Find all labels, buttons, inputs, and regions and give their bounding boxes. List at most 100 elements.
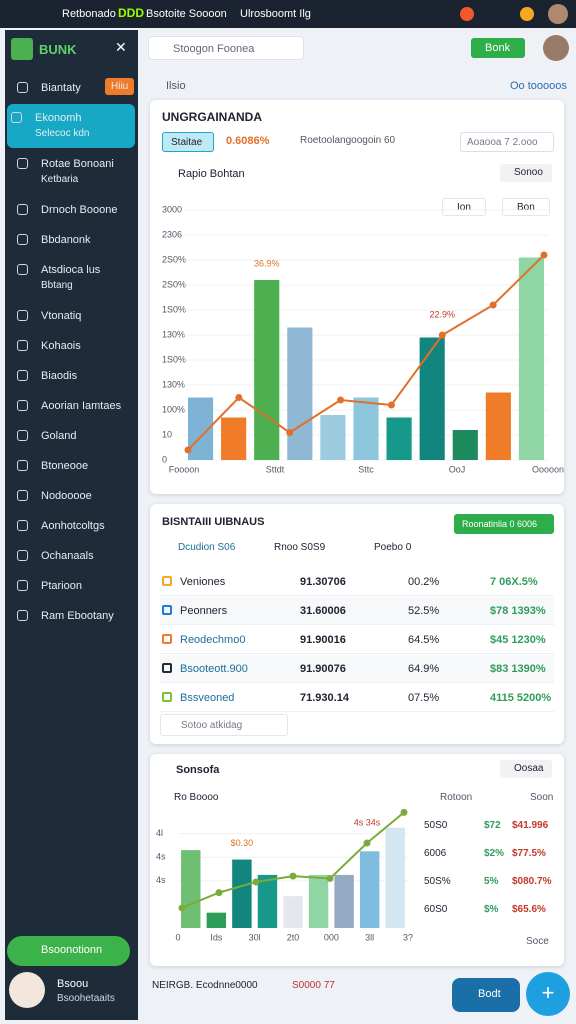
nav-item[interactable]: Ochanaals — [13, 542, 137, 570]
nav-item[interactable]: Ekonomh Selecoc kdn — [7, 104, 135, 148]
nav-icon — [17, 340, 28, 351]
legend-item: Rnoo S0S9 — [274, 542, 326, 553]
y-tick-label: 4s — [156, 875, 166, 885]
nav-item[interactable]: Nodooooe — [13, 482, 137, 510]
nav-label: Biaodis — [41, 370, 78, 382]
nav-item[interactable]: Rotae Bonoani Ketbaria — [13, 150, 137, 194]
action-button[interactable]: Bodt — [452, 978, 520, 1012]
nav-icon — [17, 82, 28, 93]
bar — [287, 327, 313, 460]
y-tick-label: 2S0% — [162, 279, 186, 289]
nav-label: Kohaois — [41, 340, 81, 352]
tab[interactable]: Staitae — [162, 132, 214, 152]
line-point — [289, 872, 297, 880]
x-tick-label: 000 — [324, 932, 339, 942]
nav-item[interactable]: Btoneooe — [13, 452, 137, 480]
card: Sonsofa Oosaa Ro Boooo 4s 4s 4l 0 Ids 30l 2t0 0… — [150, 754, 564, 966]
table-cell: Reodechmo0 — [180, 634, 246, 646]
nav-sub: Selecoc kdn — [35, 128, 90, 139]
nav-icon — [17, 310, 28, 321]
bar — [206, 912, 227, 928]
nav-sub: Bbtang — [41, 280, 73, 291]
nav-item[interactable]: Drnoch Booone — [13, 196, 137, 224]
list-cell: $2% — [484, 848, 505, 859]
y-tick-label: 1S0% — [162, 304, 186, 314]
table-cell: 91.90076 — [300, 663, 346, 675]
bar — [353, 397, 379, 460]
bar — [452, 430, 478, 460]
annotation: 22.9% — [430, 309, 456, 319]
list-header: Rotoon — [440, 792, 473, 803]
y-tick-label: 10 — [162, 429, 172, 439]
nav-item[interactable]: Atsdioca lus Bbtang — [13, 256, 137, 300]
table-search[interactable]: Sotoo atkidag — [160, 714, 288, 736]
x-tick-label: OoJ — [449, 464, 466, 474]
filter[interactable]: Sonoo — [500, 164, 552, 182]
nav-item[interactable]: Biantaty Hiiu — [13, 74, 137, 102]
search[interactable]: Stoogon Foonea — [148, 36, 304, 60]
avatar — [9, 972, 45, 1008]
breadcrumb-link[interactable]: Oo tooooos — [510, 80, 567, 92]
nav-item[interactable]: Bbdanonk — [13, 226, 137, 254]
nav-item[interactable]: Biaodis — [13, 362, 137, 390]
card-title: BISNTAIII UIBNAUS — [162, 516, 265, 528]
line-point — [400, 808, 408, 816]
list-cell: 50S% — [424, 876, 451, 887]
chip[interactable]: Bon — [502, 198, 550, 216]
list-cell: $65.6% — [512, 904, 546, 915]
table-row: Bsooteott.900 91.90076 64.9% $83 1390% — [160, 655, 554, 683]
bar — [221, 417, 247, 460]
table-cell: Veniones — [180, 576, 226, 588]
list-cell: $77.5% — [512, 848, 546, 859]
table-cell: Peonners — [180, 605, 228, 617]
card-title: Sonsofa — [176, 764, 220, 776]
nav-label: Btoneooe — [41, 460, 89, 472]
nav-item[interactable]: Kohaois — [13, 332, 137, 360]
tab[interactable]: Aoaooa 7 2.ooo — [460, 132, 554, 152]
line-point — [489, 301, 497, 309]
card: BISNTAIII UIBNAUS Roonatinlia 0 6006 Dcu… — [150, 504, 564, 744]
tab[interactable]: 0.6086% — [226, 135, 270, 147]
y-tick-label: 130% — [162, 329, 185, 339]
table-cell: 64.9% — [408, 663, 440, 675]
icon[interactable] — [460, 7, 474, 21]
close-button[interactable]: ✕ — [115, 39, 127, 55]
bar — [359, 851, 380, 928]
nav-item[interactable]: Vtonatiq — [13, 302, 137, 330]
cta-button[interactable]: Bsoonotionn — [7, 936, 130, 966]
tab[interactable]: Roetoolangoogoin 60 — [300, 135, 396, 146]
icon[interactable] — [520, 7, 534, 21]
nav-icon — [17, 520, 28, 531]
filter[interactable]: Oosaa — [500, 760, 552, 778]
fab[interactable]: + — [526, 972, 570, 1016]
table-cell: 7 06X.5% — [490, 576, 538, 588]
nav-item[interactable]: Aonhotcoltgs — [13, 512, 137, 540]
y-tick-label: 1S0% — [162, 354, 186, 364]
nav-label: Goland — [41, 430, 77, 442]
avatar[interactable] — [543, 35, 569, 61]
status-item: Bsotoite Soooon — [146, 8, 227, 20]
header-button[interactable]: Bonk — [471, 38, 525, 58]
table-cell: 52.5% — [408, 605, 440, 617]
nav-item[interactable]: Aoorian Iamtaes — [13, 392, 137, 420]
row-icon — [162, 634, 172, 644]
brand: BUNK — [39, 42, 77, 57]
nav-label: Bbdanonk — [41, 234, 91, 246]
x-tick-label: Ids — [210, 932, 223, 942]
line-point — [387, 401, 395, 409]
nav-item[interactable]: Ptarioon — [13, 572, 137, 600]
bar — [254, 280, 280, 460]
table-cell: $83 1390% — [490, 663, 546, 675]
chip[interactable]: Ion — [442, 198, 486, 216]
avatar[interactable] — [548, 4, 568, 24]
nav-item[interactable]: Ram Ebootany — [13, 602, 137, 630]
table-cell: 91.90016 — [300, 634, 346, 646]
nav-item[interactable]: Goland — [13, 422, 137, 450]
table-cell: $45 1230% — [490, 634, 546, 646]
chart: 4s 4s 4l 0 Ids 30l 2t0 000 3ll 3? $0.30 4s 34s — [156, 808, 413, 942]
line-point — [178, 904, 186, 912]
card-button[interactable]: Roonatinlia 0 6006 — [454, 514, 554, 534]
bar — [320, 415, 346, 460]
legend-item: Poebo 0 — [374, 542, 412, 553]
bar — [419, 337, 445, 460]
